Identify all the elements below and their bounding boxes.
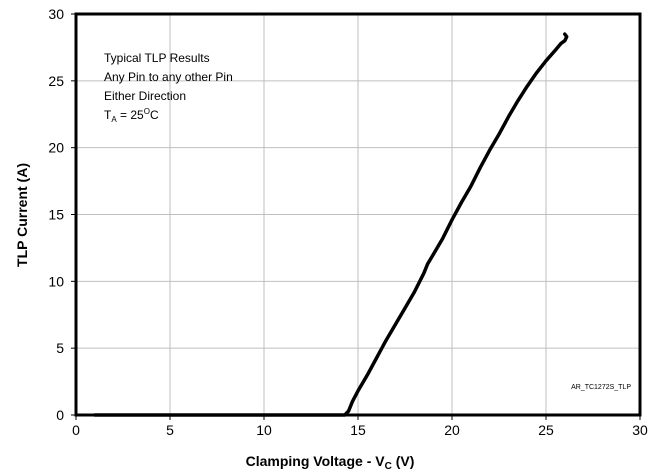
reference-code: AR_TC1272S_TLP <box>571 384 631 391</box>
y-tick-labels: 0 5 10 15 20 25 30 <box>48 6 76 423</box>
annotation-line-2: Any Pin to any other Pin <box>104 70 233 84</box>
y-tick-label: 25 <box>48 73 64 89</box>
x-axis-title: Clamping Voltage - VC (V) <box>246 453 415 470</box>
y-tick-label: 0 <box>56 407 64 423</box>
y-tick-label: 5 <box>56 340 64 356</box>
series-layer <box>93 32 569 417</box>
x-tick-label: 5 <box>166 422 174 438</box>
grid-lines <box>76 14 640 415</box>
y-tick-label: 30 <box>48 6 64 22</box>
x-tick-label: 0 <box>72 422 80 438</box>
x-tick-label: 30 <box>632 422 648 438</box>
series-line <box>93 32 569 417</box>
x-tick-labels: 0 5 10 15 20 25 30 <box>72 415 648 438</box>
x-tick-label: 15 <box>350 422 366 438</box>
annotation-box: Typical TLP Results Any Pin to any other… <box>104 51 233 124</box>
x-tick-label: 25 <box>538 422 554 438</box>
annotation-line-1: Typical TLP Results <box>104 51 210 65</box>
y-tick-label: 20 <box>48 140 64 156</box>
annotation-temperature: TA = 25OC <box>104 107 159 124</box>
y-tick-label: 10 <box>48 273 64 289</box>
x-tick-label: 10 <box>256 422 272 438</box>
annotation-line-3: Either Direction <box>104 89 186 103</box>
y-tick-label: 15 <box>48 207 64 223</box>
x-tick-label: 20 <box>444 422 460 438</box>
y-axis-title: TLP Current (A) <box>14 163 30 267</box>
